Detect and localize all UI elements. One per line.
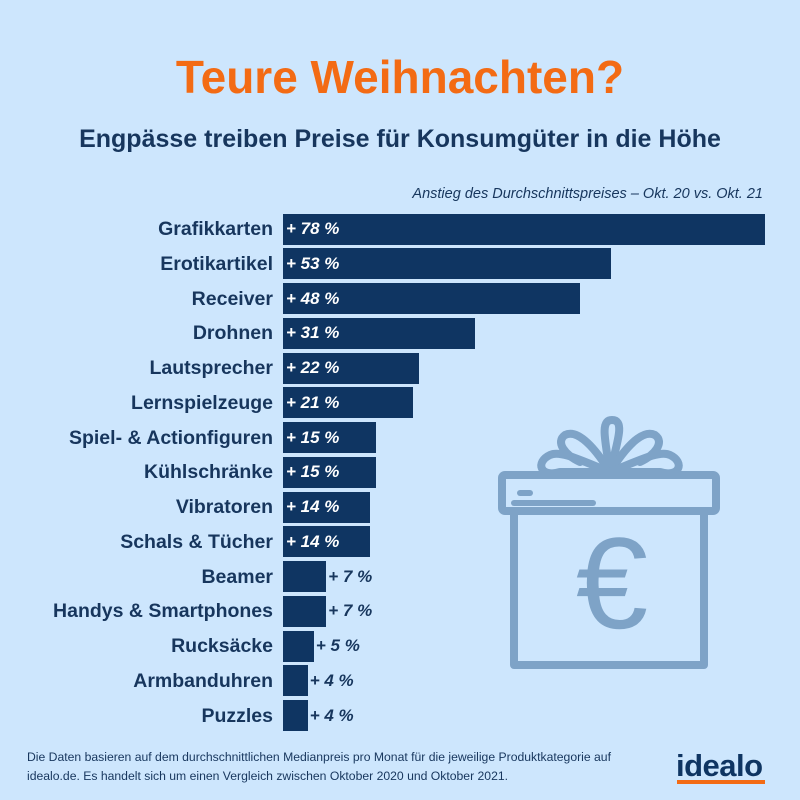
category-label: Kühlschränke	[144, 461, 273, 484]
category-label: Spiel- & Actionfiguren	[68, 426, 273, 449]
category-label: Puzzles	[201, 704, 273, 727]
chart-title: Teure Weihnachten?	[175, 51, 625, 103]
value-label: + 7 %	[328, 601, 373, 621]
value-label: + 14 %	[286, 531, 340, 551]
category-label: Beamer	[201, 565, 273, 588]
bar	[283, 283, 580, 314]
bar	[283, 561, 327, 592]
footnote: Die Daten basieren auf dem durchschnittl…	[27, 750, 611, 783]
category-label: Schals & Tücher	[120, 530, 273, 553]
idealo-logo: idealo	[676, 748, 763, 783]
bar	[283, 665, 308, 697]
value-label: + 4 %	[309, 705, 354, 725]
bar	[283, 526, 370, 558]
svg-text:€: €	[576, 510, 648, 656]
category-label: Drohnen	[192, 322, 273, 345]
value-label: + 15 %	[286, 427, 340, 447]
bar	[283, 352, 419, 384]
bar	[283, 491, 370, 523]
axis-caption: Anstieg des Durchschnittspreises – Okt. …	[412, 186, 763, 202]
logo-underline	[677, 780, 765, 784]
value-label: + 4 %	[309, 670, 354, 690]
category-label: Lautsprecher	[149, 357, 273, 379]
value-label: + 15 %	[286, 462, 340, 482]
category-label: Vibratoren	[175, 496, 273, 518]
bar	[283, 317, 475, 349]
value-label: + 21 %	[286, 392, 340, 412]
category-label: Lernspielzeuge	[131, 391, 273, 414]
gift-euro-icon: €	[498, 416, 720, 669]
category-label: Rucksäcke	[171, 635, 273, 657]
category-label: Receiver	[191, 287, 273, 310]
value-label: + 53 %	[286, 253, 340, 273]
bar	[283, 422, 376, 453]
value-label: + 22 %	[286, 358, 340, 377]
bar	[283, 248, 611, 280]
category-label: Grafikkarten	[158, 218, 273, 240]
category-label: Handys & Smartphones	[53, 600, 273, 623]
value-label: + 5 %	[315, 636, 360, 655]
category-label: Erotikartikel	[160, 252, 273, 275]
category-label: Armbanduhren	[133, 669, 273, 692]
bar	[283, 630, 314, 662]
value-label: + 14 %	[286, 497, 340, 516]
bar	[283, 213, 765, 245]
bar	[283, 595, 327, 627]
bar	[283, 387, 413, 419]
value-label: + 78 %	[286, 219, 340, 238]
bar	[283, 456, 376, 488]
bar	[283, 700, 308, 731]
value-label: + 48 %	[286, 288, 340, 308]
value-label: + 7 %	[328, 566, 373, 586]
value-label: + 31 %	[286, 323, 340, 343]
chart-subtitle: Engpässe treiben Preise für Konsumgüter …	[79, 125, 721, 153]
